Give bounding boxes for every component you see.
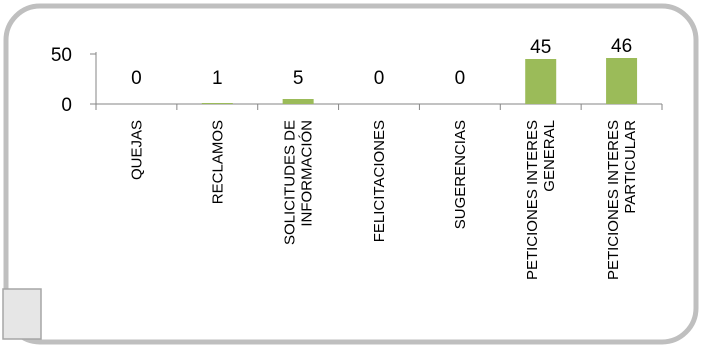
- x-tick-label: QUEJAS: [128, 120, 145, 180]
- corner-tab: [2, 288, 42, 340]
- data-label: 0: [374, 68, 385, 89]
- x-tick-label: PETICIONES INTERES: [524, 120, 541, 280]
- data-label: 0: [131, 68, 142, 89]
- x-tick-label: PETICIONES INTERES: [605, 120, 622, 280]
- x-tick-label: GENERAL: [541, 120, 558, 192]
- x-tick-label: RECLAMOS: [209, 120, 226, 204]
- x-tick-label: SOLICITUDES DE: [282, 120, 299, 245]
- x-tick-label: INFORMACIÓN: [299, 120, 316, 227]
- data-label: 5: [293, 68, 304, 89]
- data-label: 46: [611, 36, 632, 57]
- bar: [606, 58, 638, 104]
- bar: [282, 99, 314, 104]
- data-label: 1: [212, 68, 223, 89]
- chart-border: [3, 3, 699, 345]
- x-tick-label: PARTICULAR: [622, 120, 639, 214]
- x-tick-label: FELICITACIONES: [371, 120, 388, 242]
- plot-area: 0 50 0 QUEJAS 1 RECLAMOS 5 SOLICITUDES DE INFORM…: [51, 36, 663, 280]
- bar: [201, 103, 233, 104]
- bar: [525, 59, 557, 104]
- y-tick-label: 50: [51, 45, 72, 66]
- data-label: 0: [455, 68, 466, 89]
- data-label: 45: [530, 37, 551, 58]
- y-tick-label: 0: [61, 95, 72, 116]
- x-tick-label: SUGERENCIAS: [452, 120, 469, 229]
